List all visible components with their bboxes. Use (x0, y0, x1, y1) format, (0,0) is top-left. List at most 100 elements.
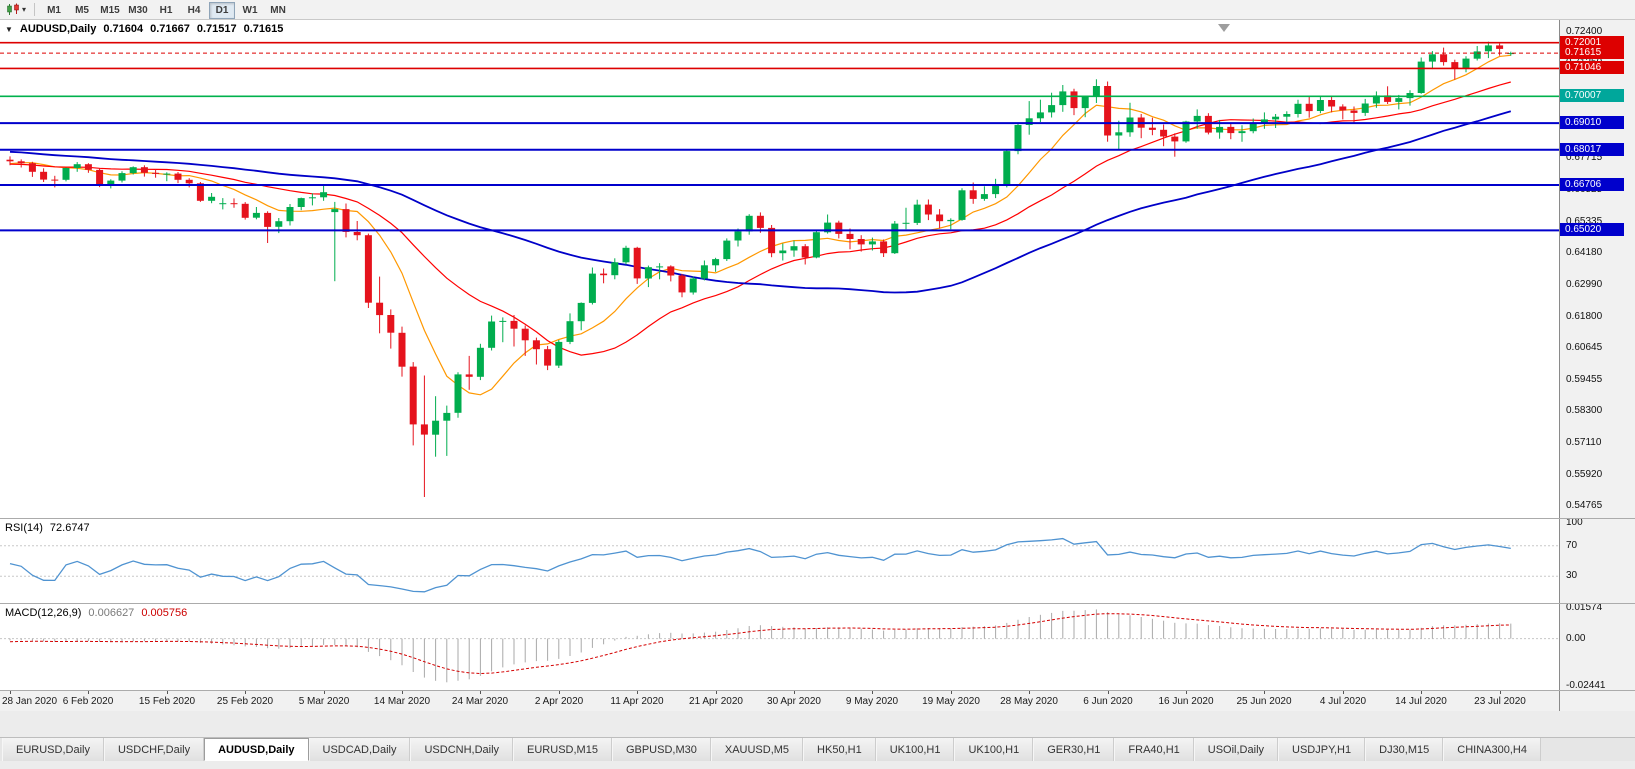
candle (1440, 54, 1448, 63)
time-tick (1500, 691, 1501, 694)
rsi-pane-canvas[interactable] (0, 519, 1559, 603)
time-axis[interactable]: 28 Jan 2020 6 Feb 2020 15 Feb 2020 25 Feb 2… (0, 691, 1559, 711)
candle (745, 215, 753, 232)
timeframe-button-h4[interactable]: H4 (181, 2, 207, 19)
candle (667, 266, 675, 276)
timeframe-button-h1[interactable]: H1 (153, 2, 179, 19)
chart-tab-audusd-daily[interactable]: AUDUSD,Daily (204, 738, 309, 761)
chart-tab-ger30-h1[interactable]: GER30,H1 (1033, 738, 1115, 761)
timeframe-button-group: M1 M5 M15 M30 H1 H4 D1 W1 MN (40, 0, 292, 19)
price-level-badge: 0.66706 (1560, 178, 1624, 191)
macd-pane-canvas[interactable] (0, 604, 1559, 690)
collapse-panel-icon[interactable]: ▼ (5, 24, 13, 34)
candle (846, 233, 854, 239)
chart-tab-usoil-daily[interactable]: USOil,Daily (1193, 738, 1279, 761)
timeframe-button-w1[interactable]: W1 (237, 2, 263, 19)
candle (320, 192, 328, 198)
candle (286, 207, 294, 222)
rsi-tick-label: 100 (1566, 517, 1583, 528)
candle (465, 374, 473, 377)
candle (1036, 112, 1044, 119)
price-axis[interactable]: 0.724000.712500.700600.688700.677150.665… (1559, 20, 1635, 711)
candle (958, 190, 966, 220)
toolbar-separator (34, 3, 36, 16)
chart-tab-uk100-h1[interactable]: UK100,H1 (875, 738, 955, 761)
pane-divider[interactable] (0, 603, 1635, 604)
candle (1227, 126, 1235, 134)
candle (1350, 110, 1358, 113)
candle (1384, 95, 1392, 102)
macd-tick-label: 0.00 (1566, 633, 1586, 644)
chart-tab-hk50-h1[interactable]: HK50,H1 (803, 738, 876, 761)
timeframe-button-mn[interactable]: MN (265, 2, 291, 19)
time-axis-label: 11 Apr 2020 (610, 696, 664, 707)
price-level-badge: 0.71046 (1560, 61, 1624, 74)
candlestick-chart-icon[interactable] (4, 2, 22, 17)
time-tick (88, 691, 89, 694)
time-tick (402, 691, 403, 694)
pane-divider[interactable] (0, 518, 1635, 519)
candle (420, 424, 428, 435)
time-tick (951, 691, 952, 694)
time-axis-label: 14 Jul 2020 (1395, 696, 1447, 707)
candle (510, 320, 518, 329)
chart-tab-gbpusd-m30[interactable]: GBPUSD,M30 (611, 738, 711, 761)
chart-tab-usdcnh-daily[interactable]: USDCNH,Daily (410, 738, 514, 761)
candle (1048, 105, 1056, 113)
candle (96, 169, 104, 185)
chart-tab-dj30-m15[interactable]: DJ30,M15 (1365, 738, 1444, 761)
main-chart-canvas[interactable] (0, 20, 1559, 518)
candle (790, 246, 798, 251)
candle (521, 328, 529, 341)
candle (107, 180, 115, 185)
price-tick-label: 0.65335 (1566, 216, 1603, 227)
candle (1507, 53, 1515, 55)
candle (1014, 125, 1022, 152)
chart-tab-fra40-h1[interactable]: FRA40,H1 (1114, 738, 1194, 761)
candle (264, 212, 272, 227)
chart-tab-xauusd-m5[interactable]: XAUUSD,M5 (710, 738, 804, 761)
window-gap (0, 711, 1635, 737)
candle (588, 273, 596, 303)
macd-tick-label: -0.02441 (1566, 680, 1606, 691)
candle (1272, 116, 1280, 120)
chart-shift-marker-icon[interactable] (1218, 24, 1230, 32)
chart-tab-eurusd-m15[interactable]: EURUSD,M15 (513, 738, 612, 761)
chart-tab-usdjpy-h1[interactable]: USDJPY,H1 (1278, 738, 1366, 761)
timeframe-toolbar: ▾ M1 M5 M15 M30 H1 H4 D1 W1 MN (0, 0, 1635, 20)
timeframe-button-m15[interactable]: M15 (97, 2, 123, 19)
timeframe-button-d1[interactable]: D1 (209, 2, 236, 19)
candle (756, 215, 764, 228)
macd-signal-line (9, 613, 1511, 675)
candle (1193, 115, 1201, 122)
candle (84, 164, 92, 170)
candle (1473, 51, 1481, 59)
candle (443, 412, 451, 421)
rsi-tick-label: 70 (1566, 540, 1578, 551)
pane-divider[interactable] (0, 690, 1635, 691)
timeframe-button-m1[interactable]: M1 (41, 2, 67, 19)
chart-tab-china300-h4[interactable]: CHINA300,H4 (1443, 738, 1541, 761)
candle (1361, 103, 1369, 113)
time-axis-label: 15 Feb 2020 (138, 696, 196, 707)
candle (1025, 118, 1033, 125)
chevron-down-icon[interactable]: ▾ (22, 5, 27, 14)
time-tick (1343, 691, 1344, 694)
candle (241, 203, 249, 218)
time-tick (1186, 691, 1187, 694)
chart-tab-uk100-h1[interactable]: UK100,H1 (954, 738, 1034, 761)
time-tick (10, 691, 11, 694)
price-level-badge: 0.69010 (1560, 116, 1624, 129)
chart-tab-usdcad-daily[interactable]: USDCAD,Daily (308, 738, 411, 761)
time-tick (480, 691, 481, 694)
chart-tab-eurusd-daily[interactable]: EURUSD,Daily (2, 738, 104, 761)
candle (577, 302, 585, 322)
time-axis-label: 9 May 2020 (845, 696, 899, 707)
candle (992, 186, 1000, 195)
timeframe-button-m30[interactable]: M30 (125, 2, 151, 19)
candle (230, 203, 238, 205)
chart-tab-usdchf-daily[interactable]: USDCHF,Daily (103, 738, 205, 761)
timeframe-button-m5[interactable]: M5 (69, 2, 95, 19)
candle (1484, 45, 1492, 52)
candle (129, 167, 137, 174)
